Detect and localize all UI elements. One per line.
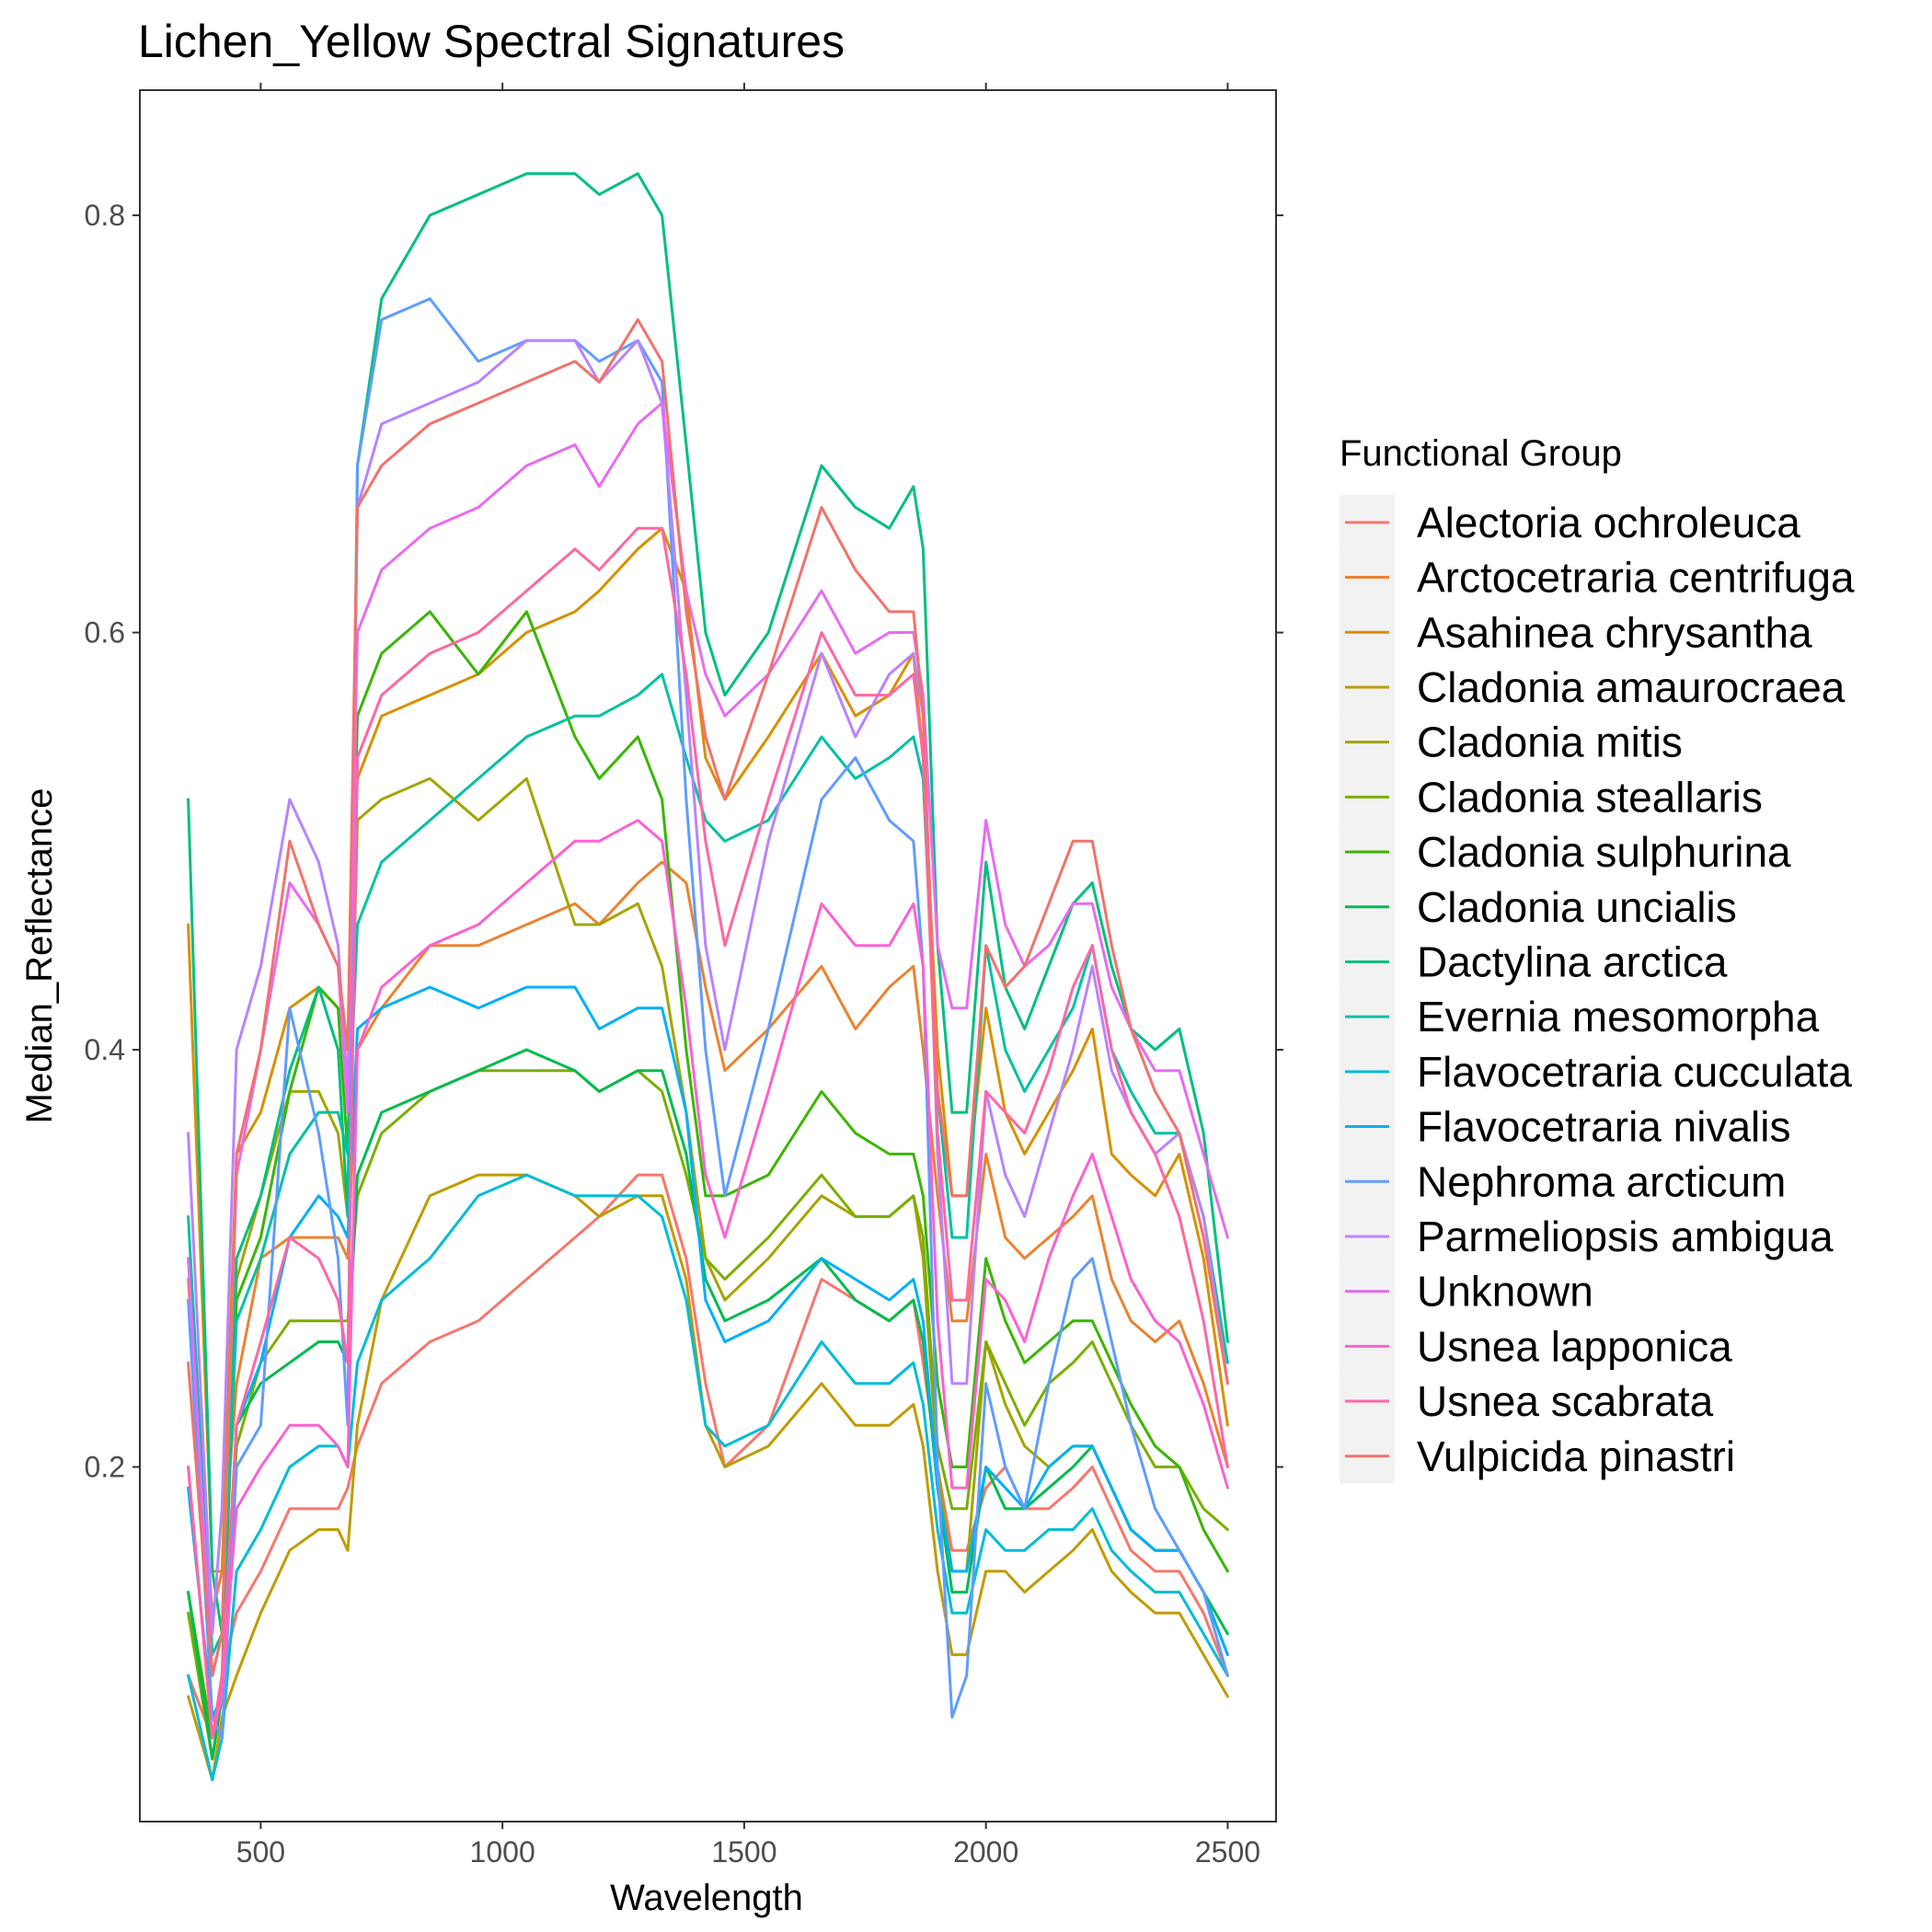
y-axis: 0.2 0.4 0.6 0.8 <box>85 199 1283 1484</box>
x-tick-label: 2000 <box>953 1835 1018 1869</box>
legend-label: Evernia mesomorpha <box>1417 993 1820 1041</box>
x-tick-label: 500 <box>236 1835 285 1869</box>
series-line-17 <box>187 526 1229 1740</box>
legend-label: Cladonia sulphurina <box>1417 828 1791 876</box>
y-tick-label: 0.8 <box>85 199 125 232</box>
legend-label: Arctocetraria centrifuga <box>1417 554 1855 602</box>
series-line-8 <box>187 1048 1229 1761</box>
series-line-18 <box>187 317 1229 1677</box>
series-line-11 <box>187 1173 1229 1782</box>
legend-title: Functional Group <box>1340 433 1622 474</box>
series-line-12 <box>187 985 1229 1719</box>
series-line-13 <box>187 297 1229 1740</box>
legend-label: Unknown <box>1417 1268 1593 1316</box>
y-tick-label: 0.4 <box>85 1033 125 1066</box>
legend-label: Nephroma arcticum <box>1417 1157 1786 1205</box>
series-line-9 <box>187 172 1229 1636</box>
y-tick-label: 0.6 <box>85 616 125 650</box>
series-line-14 <box>187 339 1229 1636</box>
series-line-10 <box>187 673 1229 1657</box>
legend-label: Cladonia amaurocraea <box>1417 663 1846 711</box>
series-line-1 <box>187 1173 1229 1740</box>
legend: Alectoria ochroleuca Arctocetraria centri… <box>1340 495 1855 1484</box>
legend-label: Cladonia mitis <box>1417 719 1683 766</box>
legend-label: Vulpicida pinastri <box>1417 1432 1735 1480</box>
series-line-7 <box>187 610 1229 1740</box>
legend-label: Dactylina arctica <box>1417 937 1728 985</box>
y-axis-label: Median_Reflectance <box>19 788 60 1124</box>
chart-title: Lichen_Yellow Spectral Signatures <box>138 16 845 67</box>
x-tick-label: 1500 <box>711 1835 776 1869</box>
series-line-4 <box>187 1173 1229 1782</box>
x-tick-label: 2500 <box>1195 1835 1260 1869</box>
x-tick-label: 1000 <box>470 1835 535 1869</box>
legend-label: Usnea scabrata <box>1417 1377 1714 1425</box>
legend-label: Alectoria ochroleuca <box>1417 499 1800 546</box>
legend-label: Parmeliopsis ambigua <box>1417 1213 1834 1260</box>
legend-label: Flavocetraria nivalis <box>1417 1103 1790 1151</box>
legend-label: Usnea lapponica <box>1417 1322 1732 1370</box>
x-axis: 500 1000 1500 2000 2500 <box>236 83 1260 1869</box>
y-tick-label: 0.2 <box>85 1451 125 1484</box>
legend-label: Flavocetraria cucculata <box>1417 1048 1852 1096</box>
legend-label: Asahinea chrysantha <box>1417 608 1812 656</box>
series-line-6 <box>187 1069 1229 1761</box>
series-layer <box>187 172 1229 1782</box>
series-line-16 <box>187 819 1229 1740</box>
x-axis-label: Wavelength <box>610 1878 803 1918</box>
legend-label: Cladonia uncialis <box>1417 883 1737 931</box>
legend-label: Cladonia steallaris <box>1417 773 1763 821</box>
